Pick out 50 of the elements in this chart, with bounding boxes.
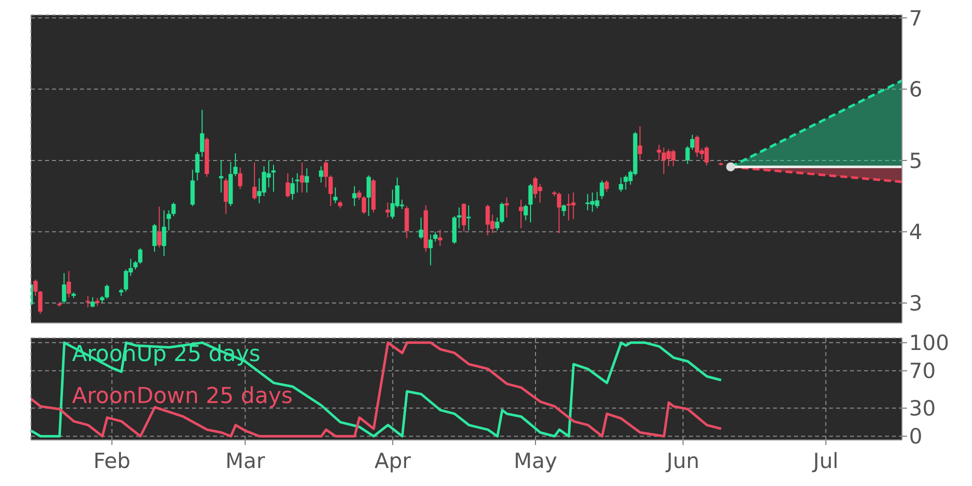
x-tick-label: Mar xyxy=(225,448,266,473)
candlestick xyxy=(638,126,642,161)
candlestick xyxy=(152,223,157,252)
candlestick xyxy=(690,134,694,150)
candlestick xyxy=(90,296,95,308)
series-label: AroonDown 25 days xyxy=(72,383,293,411)
candlestick xyxy=(162,210,166,256)
x-tick-label: Apr xyxy=(374,448,412,473)
y-tick-label: 3 xyxy=(909,291,922,316)
candlestick xyxy=(104,284,110,300)
candlestick xyxy=(33,279,38,296)
y-tick-label: 100 xyxy=(909,331,950,356)
y-tick-label: 30 xyxy=(909,396,936,421)
candlestick xyxy=(618,177,624,192)
candlestick xyxy=(171,202,176,217)
candlestick xyxy=(157,206,162,248)
y-tick-label: 6 xyxy=(909,78,922,102)
candlestick xyxy=(238,167,242,190)
candlestick xyxy=(200,109,204,158)
candlestick xyxy=(495,216,500,231)
x-tick-label: Feb xyxy=(93,448,131,473)
candlestick xyxy=(195,151,200,181)
candlestick xyxy=(604,180,609,192)
candlestick xyxy=(600,180,604,200)
y-tick-label: 4 xyxy=(909,220,922,244)
candlestick xyxy=(685,146,690,165)
candlestick xyxy=(466,204,471,231)
candlestick xyxy=(219,160,224,194)
candlestick xyxy=(233,152,238,177)
candlestick xyxy=(504,197,509,218)
y-tick-label: 5 xyxy=(909,148,922,173)
y-tick-label: 7 xyxy=(909,6,922,30)
candlestick xyxy=(166,210,171,231)
candlestick xyxy=(528,183,533,223)
candlestick xyxy=(66,270,71,298)
x-tick-label: Jun xyxy=(664,448,700,473)
candlestick xyxy=(62,272,66,304)
candlestick xyxy=(500,202,504,224)
candlestick xyxy=(462,202,466,232)
candlestick xyxy=(86,295,90,308)
x-tick-label: Jul xyxy=(811,448,839,473)
candlestick xyxy=(38,290,42,314)
candlestick xyxy=(556,192,562,234)
candlestick xyxy=(524,204,528,221)
candlestick xyxy=(562,204,566,217)
y-tick-label: 0 xyxy=(909,424,922,449)
candlestick xyxy=(138,248,142,264)
y-tick-label: 70 xyxy=(909,359,936,384)
candlestick xyxy=(224,178,228,214)
x-tick-label: May xyxy=(514,448,558,473)
